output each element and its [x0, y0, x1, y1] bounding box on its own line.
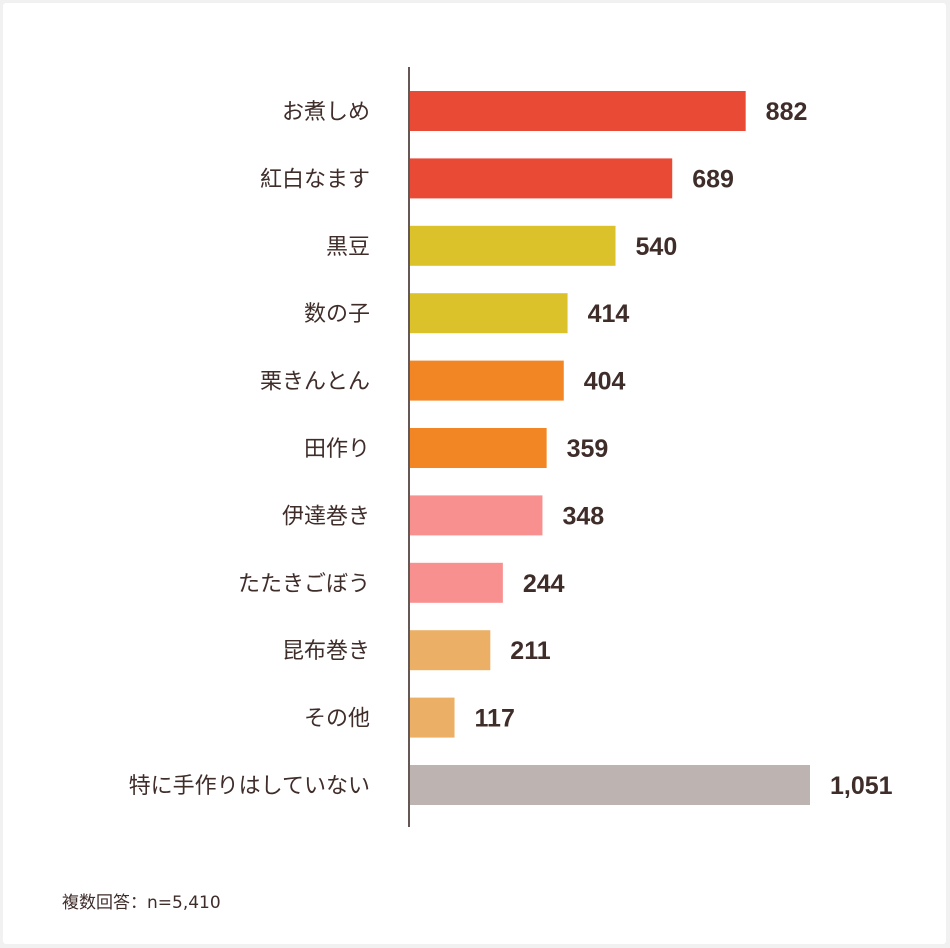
- category-label-8: 昆布巻き: [282, 639, 370, 664]
- bar-1: [410, 158, 673, 199]
- value-label-4: 404: [584, 368, 626, 396]
- bar-6: [410, 495, 543, 536]
- category-label-7: たたきごぼう: [238, 572, 370, 597]
- bar-10: [410, 765, 810, 805]
- value-label-3: 414: [588, 300, 630, 328]
- category-label-0: お煮しめ: [282, 100, 370, 125]
- category-label-5: 田作り: [304, 437, 370, 462]
- value-label-2: 540: [636, 233, 678, 261]
- bar-0: [410, 91, 746, 131]
- category-label-2: 黒豆: [326, 235, 370, 260]
- bar-4: [410, 360, 564, 401]
- value-label-0: 882: [766, 98, 808, 126]
- value-label-1: 689: [692, 165, 734, 193]
- value-label-9: 117: [475, 705, 515, 733]
- value-label-10: 1,051: [830, 772, 893, 800]
- value-label-6: 348: [562, 502, 604, 530]
- category-label-10: 特に手作りはしていない: [129, 774, 370, 799]
- bar-2: [410, 225, 616, 266]
- category-label-4: 栗きんとん: [260, 370, 370, 395]
- bar-5: [410, 428, 547, 468]
- bar-7: [410, 562, 503, 603]
- category-label-6: 伊達巻き: [282, 504, 370, 529]
- category-label-3: 数の子: [304, 302, 370, 327]
- bar-8: [410, 630, 491, 671]
- value-label-7: 244: [523, 570, 565, 598]
- value-label-5: 359: [567, 435, 609, 463]
- category-label-1: 紅白なます: [260, 167, 370, 192]
- value-label-8: 211: [510, 637, 550, 665]
- bar-3: [410, 293, 568, 334]
- category-label-9: その他: [304, 707, 370, 732]
- footnote: 複数回答：n=5,410: [62, 893, 221, 913]
- bar-9: [410, 697, 455, 738]
